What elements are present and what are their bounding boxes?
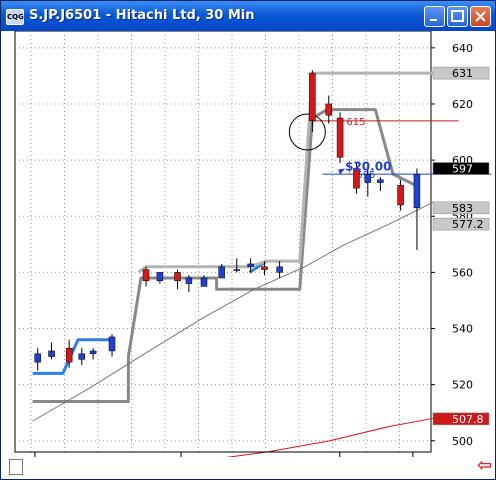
plot-area[interactable]: [14, 30, 432, 453]
candle-body[interactable]: [34, 353, 41, 363]
circle-annotation[interactable]: [288, 113, 326, 151]
price-label-box: [432, 217, 490, 231]
candle-body[interactable]: [65, 347, 73, 363]
series-line-slow-ma: [32, 201, 434, 422]
candle-body[interactable]: [413, 173, 421, 209]
candle-body[interactable]: [325, 103, 332, 116]
y-tick-label: 560: [452, 266, 473, 279]
candle-body[interactable]: [364, 173, 372, 183]
y-tick-label: 620: [452, 98, 473, 111]
minimize-button[interactable]: [424, 6, 445, 27]
price-label-box: [432, 162, 490, 175]
y-tick-label: 540: [452, 323, 473, 336]
window-title: S.JP.J6501 - Hitachi Ltd, 30 Min: [29, 8, 255, 23]
candle-body[interactable]: [156, 272, 164, 282]
candle-body[interactable]: [309, 72, 316, 122]
candle-body[interactable]: [377, 179, 384, 183]
candle-body[interactable]: [185, 277, 193, 284]
candle-body[interactable]: [261, 266, 268, 270]
price-chart[interactable]: 500520540560580600620640615595$20.006315…: [7, 30, 495, 470]
annotation-arrow-icon: [338, 168, 346, 175]
price-label: 597: [452, 163, 473, 176]
price-label-box: [432, 201, 490, 215]
close-button[interactable]: [470, 6, 491, 27]
candle-body[interactable]: [247, 263, 254, 268]
candle-body[interactable]: [276, 266, 283, 273]
maximize-button[interactable]: [447, 6, 468, 27]
time-scroll-bar[interactable]: ⇦: [7, 457, 495, 477]
candle-body[interactable]: [48, 350, 55, 357]
price-label: 583: [452, 202, 473, 215]
price-label: 631: [452, 67, 473, 80]
y-tick-label: 640: [452, 42, 473, 55]
candle-body[interactable]: [78, 353, 86, 360]
cqg-app-icon[interactable]: CQG: [6, 9, 24, 25]
y-tick-label: 520: [452, 379, 473, 392]
price-label-box: [432, 66, 490, 80]
candle-body[interactable]: [174, 272, 181, 282]
candle-body[interactable]: [108, 336, 116, 352]
candle-body[interactable]: [233, 269, 241, 271]
maximize-icon: [451, 10, 464, 22]
candle-body[interactable]: [89, 350, 97, 355]
chart-panel[interactable]: 500520540560580600620640615595$20.006315…: [7, 30, 495, 478]
candle-body[interactable]: [200, 277, 208, 287]
scroll-left-arrow-icon[interactable]: ⇦: [477, 455, 493, 476]
minimize-icon: [430, 19, 437, 21]
candle-body[interactable]: [353, 168, 360, 189]
candle-body[interactable]: [218, 266, 225, 279]
title-bar[interactable]: CQG S.JP.J6501 - Hitachi Ltd, 30 Min: [1, 1, 495, 31]
candle-body[interactable]: [397, 185, 404, 206]
candle-body[interactable]: [142, 269, 150, 282]
price-label: 507.8: [452, 413, 484, 426]
y-tick-label: 500: [452, 435, 473, 448]
price-label: 577.2: [452, 218, 484, 231]
close-icon: [475, 11, 486, 22]
candle-body[interactable]: [336, 117, 344, 158]
level-label: 615: [346, 117, 365, 128]
price-label-box: [432, 412, 490, 426]
scroll-thumb[interactable]: [9, 459, 23, 475]
profit-annotation: $20.00: [345, 160, 391, 174]
